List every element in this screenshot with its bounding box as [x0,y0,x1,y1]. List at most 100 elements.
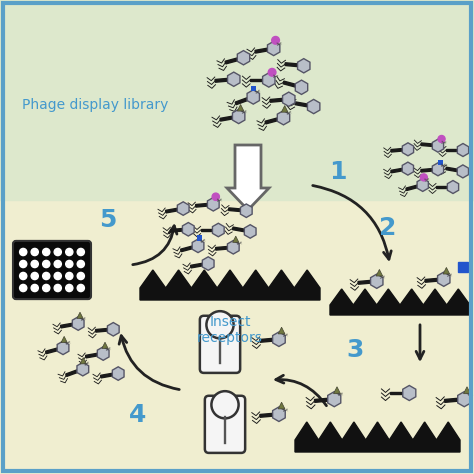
Circle shape [272,36,280,44]
Polygon shape [265,118,280,124]
Polygon shape [112,367,124,380]
Polygon shape [196,203,209,207]
Polygon shape [227,145,269,210]
Polygon shape [278,327,285,334]
Circle shape [43,248,50,255]
Circle shape [77,273,84,280]
Polygon shape [282,106,288,112]
Circle shape [77,260,84,268]
Polygon shape [85,353,100,358]
Polygon shape [438,160,443,164]
Polygon shape [402,143,414,156]
Text: Insect
receptors: Insect receptors [197,315,263,345]
Circle shape [19,284,27,292]
Polygon shape [285,63,300,67]
Circle shape [206,311,234,338]
Circle shape [54,284,61,292]
Circle shape [31,273,38,280]
Polygon shape [220,116,235,121]
Polygon shape [181,246,194,252]
Circle shape [66,273,73,280]
Polygon shape [446,167,459,172]
Text: ✂: ✂ [241,109,248,116]
Polygon shape [432,139,444,152]
Polygon shape [228,240,239,254]
Text: ✂: ✂ [81,316,87,323]
Text: ✂: ✂ [380,274,386,281]
Polygon shape [277,110,290,125]
Polygon shape [73,317,84,330]
Polygon shape [295,102,310,107]
Polygon shape [402,162,413,175]
Text: ✂: ✂ [282,407,289,413]
Circle shape [212,193,219,201]
Circle shape [19,260,27,268]
Text: ✂: ✂ [64,339,72,347]
Text: ✂: ✂ [282,332,289,338]
Polygon shape [191,263,204,268]
Text: ✂: ✂ [200,237,207,245]
Polygon shape [436,186,449,188]
Polygon shape [102,342,108,348]
Text: ✂: ✂ [285,109,292,117]
Polygon shape [237,51,250,65]
Circle shape [420,174,428,181]
Circle shape [438,136,445,143]
Polygon shape [295,80,308,94]
Polygon shape [61,337,67,343]
Polygon shape [192,239,204,253]
Text: Phage display library: Phage display library [22,98,168,112]
Circle shape [77,248,84,255]
Polygon shape [406,185,419,191]
Text: ✂: ✂ [84,360,91,368]
Polygon shape [263,73,275,87]
Polygon shape [457,165,468,178]
Polygon shape [267,41,280,55]
Polygon shape [417,178,428,191]
Polygon shape [215,78,229,82]
Polygon shape [314,398,330,402]
FancyBboxPatch shape [13,241,91,299]
Polygon shape [273,407,285,421]
Polygon shape [391,148,404,152]
Circle shape [31,260,38,268]
Text: ✂: ✂ [440,163,447,169]
Polygon shape [97,347,109,360]
Text: 4: 4 [129,403,146,427]
Polygon shape [202,257,214,270]
Polygon shape [247,90,259,104]
Text: 3: 3 [346,338,364,362]
Text: ✂: ✂ [276,41,283,47]
Circle shape [43,284,50,292]
Polygon shape [403,385,416,401]
Polygon shape [371,274,383,288]
Polygon shape [57,341,69,355]
Circle shape [66,284,73,292]
Circle shape [54,248,61,255]
Text: ✂: ✂ [468,392,474,398]
Bar [458,262,468,272]
Polygon shape [260,338,274,342]
Text: ✂: ✂ [273,73,278,80]
Polygon shape [228,208,242,212]
Polygon shape [77,363,89,376]
Polygon shape [182,222,194,236]
Text: 2: 2 [379,216,397,240]
Circle shape [19,248,27,255]
Polygon shape [328,392,341,407]
FancyBboxPatch shape [200,316,240,373]
Circle shape [31,284,38,292]
Polygon shape [197,236,202,241]
Text: 5: 5 [100,208,117,232]
Polygon shape [100,373,114,378]
Polygon shape [251,86,256,91]
Polygon shape [80,357,86,364]
Bar [0,0,474,200]
Circle shape [43,273,50,280]
Circle shape [43,260,50,268]
Polygon shape [330,289,470,315]
Polygon shape [445,398,460,402]
Circle shape [19,273,27,280]
Polygon shape [283,81,298,88]
Polygon shape [212,223,224,237]
